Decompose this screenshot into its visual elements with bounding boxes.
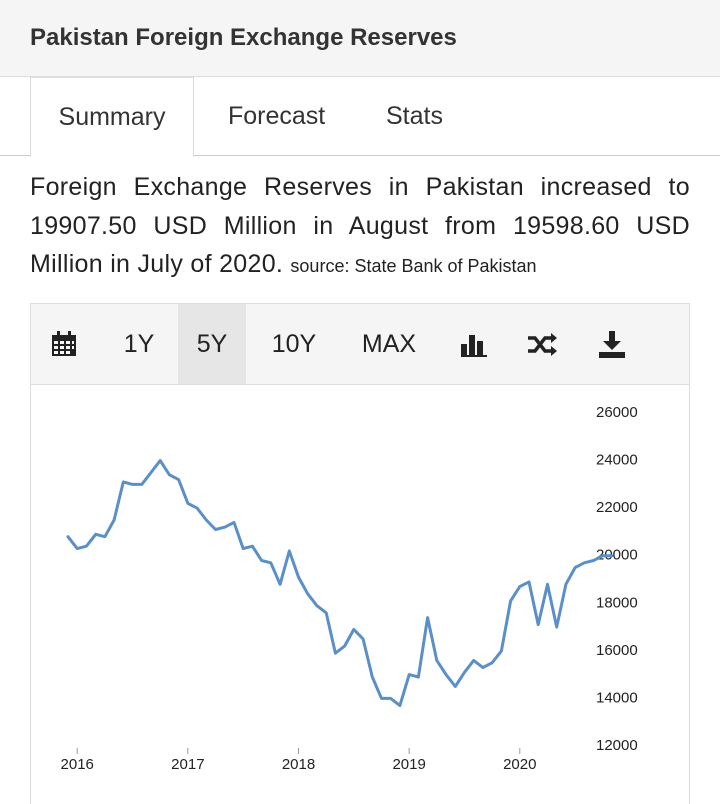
download-icon[interactable]	[599, 331, 625, 359]
tab-bar: Summary Forecast Stats	[0, 77, 720, 157]
bar-chart-icon[interactable]	[461, 332, 487, 358]
tab[interactable]: Forecast	[228, 102, 326, 130]
source[interactable]: source: State Bank of Pakistan	[290, 256, 537, 276]
y-tick-label: 22000	[596, 499, 638, 516]
y-tick-label: 16000	[596, 642, 638, 659]
chart-frame	[30, 384, 690, 804]
chart: 12000 14000 16000 18000 20000 22000 24000 26000…	[61, 404, 638, 773]
x-tick-label: 2017	[171, 756, 204, 773]
x-tick-label: 2016	[61, 756, 94, 773]
calendar-icon[interactable]	[51, 331, 77, 357]
shuffle-icon[interactable]	[527, 332, 557, 358]
line-series	[66, 459, 614, 708]
x-tick-label: 2018	[282, 756, 315, 773]
range-button[interactable]: 5Y	[178, 304, 246, 384]
range-button[interactable]: 1Y	[123, 330, 155, 358]
summary: Foreign Exchange Reserves in Pakistan in…	[30, 168, 690, 286]
x-tick-label: 2019	[392, 756, 425, 773]
tab[interactable]: Summary	[30, 77, 194, 157]
header: Pakistan Foreign Exchange Reserves	[0, 0, 720, 77]
tab[interactable]: Stats	[386, 102, 443, 130]
y-tick-label: 14000	[596, 689, 638, 706]
toolbar: 1Y 5Y 10Y MAX	[30, 303, 690, 385]
range-button[interactable]: MAX	[361, 330, 417, 358]
y-tick-label: 12000	[596, 737, 638, 754]
y-tick-label: 24000	[596, 452, 638, 469]
x-tick-label: 2020	[503, 756, 536, 773]
summary-text: Foreign Exchange Reserves in Pakistan in…	[30, 173, 690, 278]
y-tick-label: 18000	[596, 594, 638, 611]
y-tick-label: 20000	[596, 547, 638, 564]
range-button[interactable]: 10Y	[271, 330, 317, 358]
y-tick-label: 26000	[596, 404, 638, 421]
page-title: Pakistan Foreign Exchange Reserves	[30, 24, 457, 51]
